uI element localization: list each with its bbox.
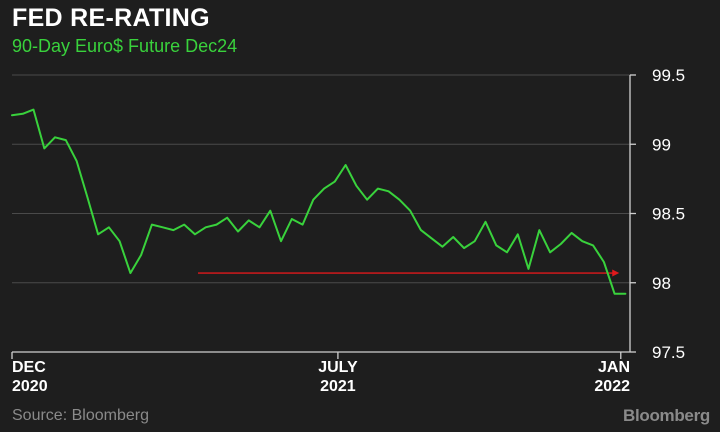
y-tick-label: 97.5	[652, 343, 685, 362]
x-tick-label: JAN	[598, 359, 630, 376]
x-tick-label: 2022	[594, 378, 630, 395]
y-tick-label: 99.5	[652, 66, 685, 85]
x-tick-label: 2020	[12, 378, 48, 395]
chart-title: FED RE-RATING	[12, 4, 210, 32]
x-tick-label: DEC	[12, 359, 46, 376]
x-tick-label: JULY	[318, 359, 358, 376]
reference-arrowhead	[612, 269, 620, 277]
source-note: Source: Bloomberg	[12, 407, 149, 424]
bloomberg-logo: Bloomberg	[622, 406, 710, 425]
gridlines	[12, 74, 630, 284]
y-tick-label: 98.5	[652, 205, 685, 224]
reference-line-group	[198, 269, 620, 277]
chart-subtitle: 90-Day Euro$ Future Dec24	[12, 36, 238, 56]
y-tick-label: 98	[652, 274, 671, 293]
series-group	[11, 108, 627, 295]
y-axis-ticks: 97.5 98 98.5 99 99.5	[630, 66, 685, 362]
x-axis-ticks: DEC 2020 JULY 2021 JAN 2022	[11, 352, 630, 395]
y-tick-label: 99	[652, 135, 671, 154]
series-line	[11, 108, 627, 295]
x-tick-label: 2021	[320, 378, 356, 395]
